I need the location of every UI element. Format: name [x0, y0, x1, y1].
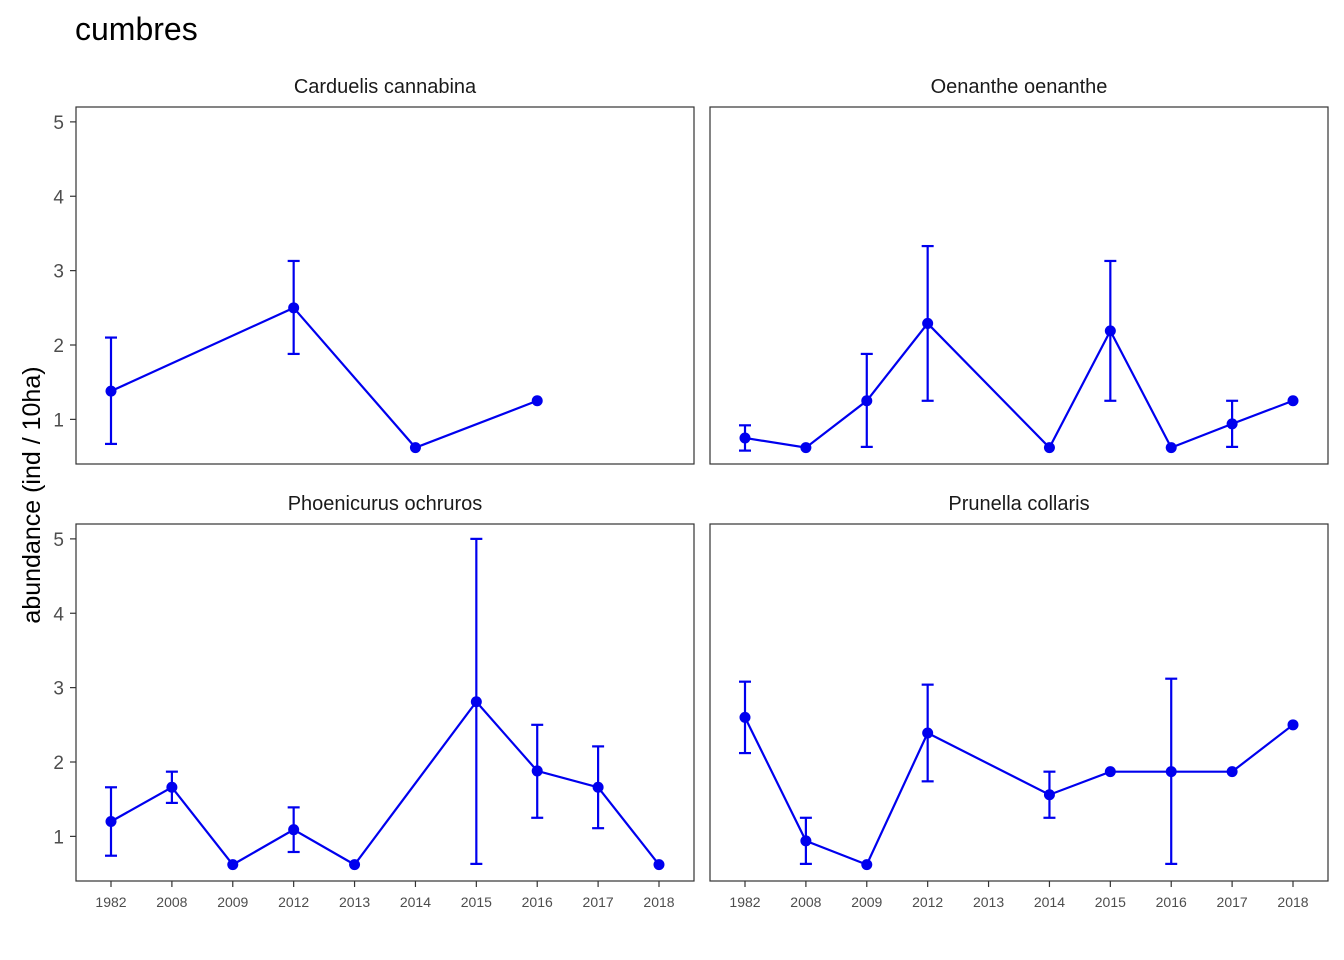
data-point [288, 302, 300, 314]
panel-2: Oenanthe oenanthe [709, 76, 1329, 465]
x-tick-label: 2012 [278, 894, 309, 910]
x-tick-label: 2008 [790, 894, 821, 910]
data-point [1165, 442, 1177, 454]
data-point [1287, 719, 1299, 731]
x-tick-label: 2018 [1277, 894, 1308, 910]
series-line [110, 306, 538, 449]
data-point [739, 432, 751, 444]
data-point [592, 781, 604, 793]
x-tick-label: 2008 [156, 894, 187, 910]
panel-3: Phoenicurus ochruros 1 2 3 4 5 1982 2008 2009 201… [53, 493, 695, 910]
x-tick-label: 2016 [522, 894, 553, 910]
data-point [409, 442, 421, 454]
data-point [922, 317, 934, 329]
x-tick-label: 2015 [1095, 894, 1126, 910]
data-point [861, 859, 873, 871]
x-tick-label: 2009 [217, 894, 248, 910]
x-tick-label: 1982 [95, 894, 126, 910]
y-tick-label: 5 [53, 530, 64, 551]
data-point [531, 395, 543, 407]
data-point [105, 385, 117, 397]
x-tick-label: 2015 [461, 894, 492, 910]
y-tick-label: 5 [53, 113, 64, 134]
data-point [470, 696, 482, 708]
panel-1: Carduelis cannabina 1 2 3 4 5 [53, 76, 695, 465]
y-tick-label: 4 [53, 604, 64, 625]
data-point [653, 859, 665, 871]
data-point [166, 781, 178, 793]
data-point [1043, 789, 1055, 801]
panel-strip-label: Prunella collaris [948, 493, 1089, 515]
data-point [800, 442, 812, 454]
x-tick-label: 2017 [583, 894, 614, 910]
data-point [227, 859, 239, 871]
series-line [744, 321, 1294, 450]
panel-border [709, 523, 1329, 882]
data-point [531, 765, 543, 777]
x-tick-label: 2013 [339, 894, 370, 910]
y-tick-label: 1 [53, 827, 64, 848]
data-point [349, 859, 361, 871]
y-tick-label: 3 [53, 679, 64, 700]
x-tick-label: 2018 [643, 894, 674, 910]
x-tick-label: 1982 [729, 894, 760, 910]
x-tick-label: 2014 [400, 894, 431, 910]
data-point [1165, 766, 1177, 778]
data-point [105, 816, 117, 827]
y-tick-label: 3 [53, 262, 64, 283]
x-tick-label: 2014 [1034, 894, 1065, 910]
panel-4: Prunella collaris 1982 2008 2009 2012 2013 201… [709, 493, 1329, 910]
data-point [1226, 766, 1238, 778]
panel-border [709, 106, 1329, 465]
data-point [288, 824, 300, 836]
x-tick-label: 2009 [851, 894, 882, 910]
panel-border [75, 106, 695, 465]
chart-title: cumbres [75, 11, 198, 47]
panel-strip-label: Carduelis cannabina [294, 76, 477, 98]
data-point [1287, 395, 1299, 407]
data-point [1104, 325, 1116, 337]
data-point [922, 727, 934, 739]
data-point [1226, 418, 1238, 430]
y-tick-label: 2 [53, 336, 64, 357]
panel-border [75, 523, 695, 882]
x-tick-label: 2016 [1156, 894, 1187, 910]
series-line [110, 700, 660, 867]
x-tick-label: 2017 [1217, 894, 1248, 910]
y-tick-label: 2 [53, 753, 64, 774]
y-tick-label: 4 [53, 187, 64, 208]
panel-strip-label: Phoenicurus ochruros [288, 493, 483, 515]
y-axis-label: abundance (ind / 10ha) [18, 366, 46, 623]
data-point [1043, 442, 1055, 454]
data-point [800, 835, 812, 847]
x-tick-label: 2012 [912, 894, 943, 910]
panels: Carduelis cannabina 1 2 3 4 5 Oenanthe oenanth… [53, 76, 1329, 910]
data-point [739, 711, 751, 723]
y-tick-label: 1 [53, 410, 64, 431]
panel-strip-label: Oenanthe oenanthe [931, 76, 1108, 98]
series-line [744, 716, 1294, 867]
data-point [1104, 766, 1116, 778]
data-point [861, 395, 873, 407]
x-tick-label: 2013 [973, 894, 1004, 910]
